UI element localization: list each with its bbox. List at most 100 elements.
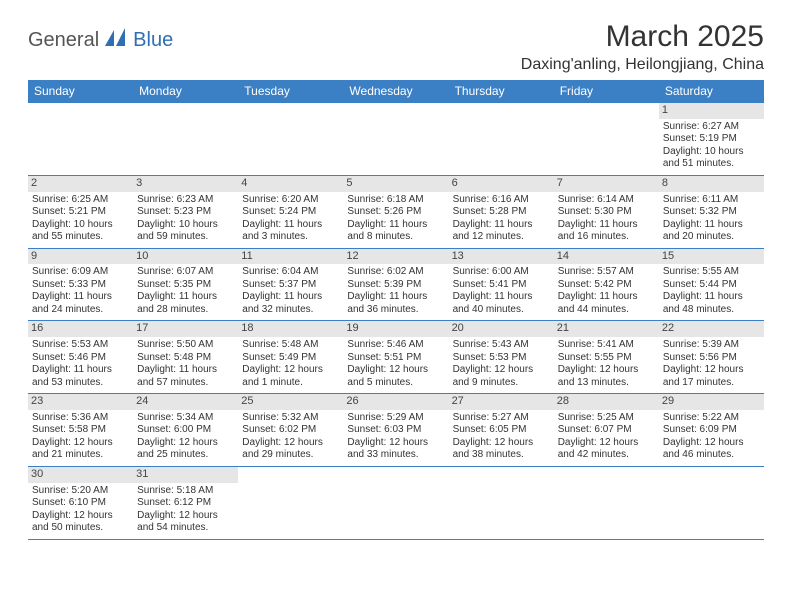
- daylight-text: and 55 minutes.: [32, 231, 129, 244]
- sunrise-text: Sunrise: 5:48 AM: [242, 339, 339, 352]
- daylight-text: Daylight: 11 hours: [137, 364, 234, 377]
- day-number: 2: [28, 176, 133, 192]
- daylight-text: and 16 minutes.: [558, 231, 655, 244]
- daylight-text: Daylight: 10 hours: [137, 219, 234, 232]
- sunset-text: Sunset: 6:03 PM: [347, 424, 444, 437]
- calendar-cell: [28, 103, 133, 176]
- calendar-cell: 8Sunrise: 6:11 AMSunset: 5:32 PMDaylight…: [659, 175, 764, 248]
- daylight-text: and 46 minutes.: [663, 449, 760, 462]
- day-number: 19: [343, 321, 448, 337]
- sunrise-text: Sunrise: 5:29 AM: [347, 412, 444, 425]
- day-number: 25: [238, 394, 343, 410]
- sunset-text: Sunset: 5:24 PM: [242, 206, 339, 219]
- daylight-text: and 38 minutes.: [453, 449, 550, 462]
- sunrise-text: Sunrise: 6:23 AM: [137, 194, 234, 207]
- calendar-cell: [554, 103, 659, 176]
- daylight-text: Daylight: 11 hours: [558, 291, 655, 304]
- logo-text-general: General: [28, 29, 99, 52]
- sunset-text: Sunset: 5:51 PM: [347, 352, 444, 365]
- day-number: 29: [659, 394, 764, 410]
- day-header: Wednesday: [343, 80, 448, 103]
- daylight-text: Daylight: 12 hours: [663, 437, 760, 450]
- daylight-text: Daylight: 11 hours: [663, 291, 760, 304]
- daylight-text: Daylight: 12 hours: [242, 437, 339, 450]
- sunrise-text: Sunrise: 5:22 AM: [663, 412, 760, 425]
- calendar-cell: 7Sunrise: 6:14 AMSunset: 5:30 PMDaylight…: [554, 175, 659, 248]
- calendar-cell: 21Sunrise: 5:41 AMSunset: 5:55 PMDayligh…: [554, 321, 659, 394]
- daylight-text: Daylight: 12 hours: [32, 510, 129, 523]
- sunset-text: Sunset: 5:55 PM: [558, 352, 655, 365]
- sunset-text: Sunset: 5:21 PM: [32, 206, 129, 219]
- sunrise-text: Sunrise: 6:25 AM: [32, 194, 129, 207]
- day-number: 13: [449, 249, 554, 265]
- calendar-cell: 11Sunrise: 6:04 AMSunset: 5:37 PMDayligh…: [238, 248, 343, 321]
- calendar-cell: [133, 103, 238, 176]
- day-number: 15: [659, 249, 764, 265]
- sunrise-text: Sunrise: 6:18 AM: [347, 194, 444, 207]
- daylight-text: and 42 minutes.: [558, 449, 655, 462]
- daylight-text: and 3 minutes.: [242, 231, 339, 244]
- calendar-cell: 19Sunrise: 5:46 AMSunset: 5:51 PMDayligh…: [343, 321, 448, 394]
- daylight-text: and 1 minute.: [242, 377, 339, 390]
- daylight-text: and 51 minutes.: [663, 158, 760, 171]
- sunset-text: Sunset: 5:53 PM: [453, 352, 550, 365]
- daylight-text: and 44 minutes.: [558, 304, 655, 317]
- day-number: 1: [659, 103, 764, 119]
- sunrise-text: Sunrise: 5:27 AM: [453, 412, 550, 425]
- calendar-header-row: Sunday Monday Tuesday Wednesday Thursday…: [28, 80, 764, 103]
- calendar-cell: 15Sunrise: 5:55 AMSunset: 5:44 PMDayligh…: [659, 248, 764, 321]
- daylight-text: Daylight: 11 hours: [453, 291, 550, 304]
- sunset-text: Sunset: 5:39 PM: [347, 279, 444, 292]
- daylight-text: and 20 minutes.: [663, 231, 760, 244]
- calendar-cell: 22Sunrise: 5:39 AMSunset: 5:56 PMDayligh…: [659, 321, 764, 394]
- sunrise-text: Sunrise: 6:00 AM: [453, 266, 550, 279]
- calendar-cell: 29Sunrise: 5:22 AMSunset: 6:09 PMDayligh…: [659, 394, 764, 467]
- location: Daxing'anling, Heilongjiang, China: [521, 56, 764, 74]
- daylight-text: and 57 minutes.: [137, 377, 234, 390]
- sunrise-text: Sunrise: 6:11 AM: [663, 194, 760, 207]
- calendar-cell: [554, 466, 659, 539]
- daylight-text: and 28 minutes.: [137, 304, 234, 317]
- calendar-cell: [659, 466, 764, 539]
- sunset-text: Sunset: 5:32 PM: [663, 206, 760, 219]
- daylight-text: Daylight: 11 hours: [347, 219, 444, 232]
- sunrise-text: Sunrise: 5:25 AM: [558, 412, 655, 425]
- sunset-text: Sunset: 5:46 PM: [32, 352, 129, 365]
- calendar-cell: 25Sunrise: 5:32 AMSunset: 6:02 PMDayligh…: [238, 394, 343, 467]
- logo-text-blue: Blue: [133, 29, 173, 52]
- sunset-text: Sunset: 6:07 PM: [558, 424, 655, 437]
- day-header: Saturday: [659, 80, 764, 103]
- calendar-cell: [343, 103, 448, 176]
- day-number: 27: [449, 394, 554, 410]
- daylight-text: Daylight: 12 hours: [242, 364, 339, 377]
- calendar-cell: 5Sunrise: 6:18 AMSunset: 5:26 PMDaylight…: [343, 175, 448, 248]
- day-header: Monday: [133, 80, 238, 103]
- daylight-text: Daylight: 11 hours: [137, 291, 234, 304]
- daylight-text: Daylight: 11 hours: [32, 364, 129, 377]
- daylight-text: Daylight: 11 hours: [663, 219, 760, 232]
- calendar-cell: 16Sunrise: 5:53 AMSunset: 5:46 PMDayligh…: [28, 321, 133, 394]
- daylight-text: and 32 minutes.: [242, 304, 339, 317]
- sunset-text: Sunset: 6:10 PM: [32, 497, 129, 510]
- daylight-text: and 9 minutes.: [453, 377, 550, 390]
- sunrise-text: Sunrise: 5:36 AM: [32, 412, 129, 425]
- calendar-cell: 4Sunrise: 6:20 AMSunset: 5:24 PMDaylight…: [238, 175, 343, 248]
- sunset-text: Sunset: 5:30 PM: [558, 206, 655, 219]
- daylight-text: and 33 minutes.: [347, 449, 444, 462]
- calendar-cell: 18Sunrise: 5:48 AMSunset: 5:49 PMDayligh…: [238, 321, 343, 394]
- sunrise-text: Sunrise: 6:04 AM: [242, 266, 339, 279]
- day-number: 9: [28, 249, 133, 265]
- sunset-text: Sunset: 5:33 PM: [32, 279, 129, 292]
- sunset-text: Sunset: 6:02 PM: [242, 424, 339, 437]
- daylight-text: and 59 minutes.: [137, 231, 234, 244]
- day-header: Tuesday: [238, 80, 343, 103]
- daylight-text: and 29 minutes.: [242, 449, 339, 462]
- calendar-week-row: 30 Sunrise: 5:20 AMSunset: 6:10 PMDayligh…: [28, 466, 764, 539]
- daylight-text: Daylight: 12 hours: [137, 437, 234, 450]
- sunrise-text: Sunrise: 5:20 AM: [32, 485, 129, 498]
- day-number: 12: [343, 249, 448, 265]
- day-number: 30: [28, 467, 133, 483]
- sunset-text: Sunset: 5:56 PM: [663, 352, 760, 365]
- daylight-text: and 8 minutes.: [347, 231, 444, 244]
- day-number: 28: [554, 394, 659, 410]
